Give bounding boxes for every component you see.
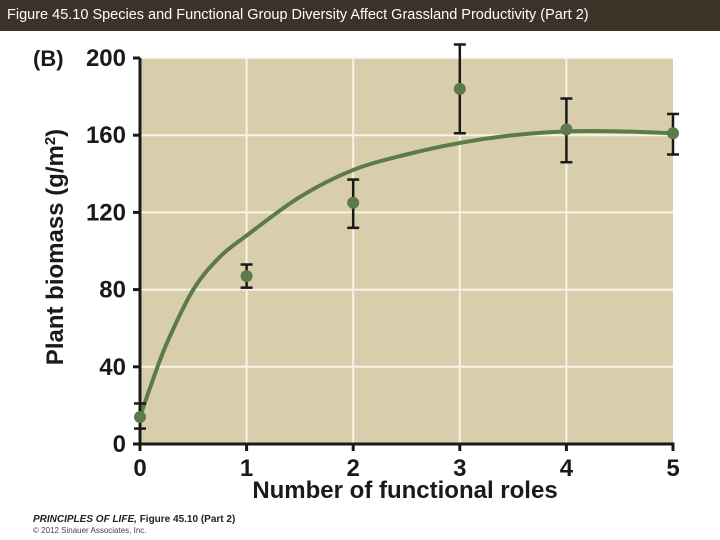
x-tick-label: 1 bbox=[240, 455, 253, 482]
y-tick-label: 120 bbox=[86, 199, 126, 226]
data-point bbox=[667, 127, 679, 140]
y-axis-title-sup: 2 bbox=[42, 137, 59, 145]
data-point bbox=[453, 82, 466, 95]
title-bar: Figure 45.10 Species and Functional Grou… bbox=[0, 0, 720, 31]
data-point bbox=[560, 123, 573, 136]
footer-copyright: © 2012 Sinauer Associates, Inc. bbox=[33, 526, 147, 535]
data-points bbox=[134, 82, 679, 423]
footer-book: PRINCIPLES OF LIFE, bbox=[33, 514, 137, 525]
x-tick-label: 5 bbox=[666, 455, 679, 482]
x-tick-label: 2 bbox=[347, 455, 360, 482]
y-axis-title: Plant biomass (g/m2) bbox=[42, 129, 70, 365]
plot-background bbox=[140, 58, 673, 444]
figure-title: Figure 45.10 Species and Functional Grou… bbox=[7, 7, 589, 23]
data-point bbox=[347, 196, 360, 209]
x-tick-label: 3 bbox=[453, 455, 466, 482]
y-tick-label: 40 bbox=[99, 354, 126, 381]
footer-figure: Figure 45.10 (Part 2) bbox=[139, 514, 236, 525]
x-tick-label: 0 bbox=[133, 455, 146, 482]
y-axis-title-close: ) bbox=[42, 129, 69, 137]
y-axis-title-main: Plant biomass (g/m bbox=[42, 145, 69, 365]
data-point bbox=[240, 270, 253, 283]
data-point bbox=[134, 410, 146, 423]
axes bbox=[133, 56, 675, 451]
y-tick-label: 200 bbox=[86, 45, 126, 72]
y-tick-label: 160 bbox=[86, 122, 126, 149]
tick-labels: 0 1 2 3 4 5 0 40 80 120 160 200 bbox=[86, 45, 680, 482]
footer: PRINCIPLES OF LIFE, Figure 45.10 (Part 2… bbox=[33, 514, 235, 535]
y-tick-label: 80 bbox=[99, 277, 126, 304]
biomass-chart: 0 1 2 3 4 5 0 40 80 120 160 200 (B) Plant biomass (… bbox=[33, 43, 680, 504]
footer-citation: PRINCIPLES OF LIFE, Figure 45.10 (Part 2… bbox=[33, 514, 235, 525]
x-tick-label: 4 bbox=[560, 455, 574, 482]
panel-label: (B) bbox=[33, 46, 64, 71]
y-tick-label: 0 bbox=[113, 431, 126, 458]
x-axis-title: Number of functional roles bbox=[252, 477, 557, 504]
